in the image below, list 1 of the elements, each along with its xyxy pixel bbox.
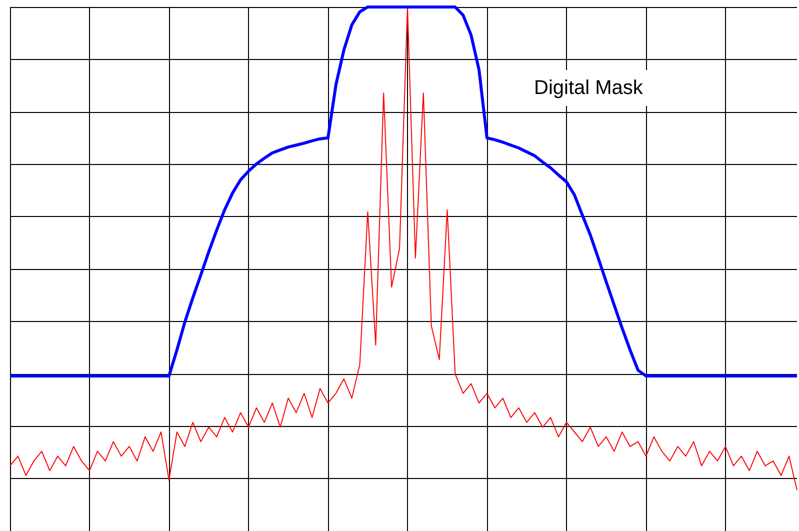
annotation: Digital Mask (534, 77, 644, 99)
